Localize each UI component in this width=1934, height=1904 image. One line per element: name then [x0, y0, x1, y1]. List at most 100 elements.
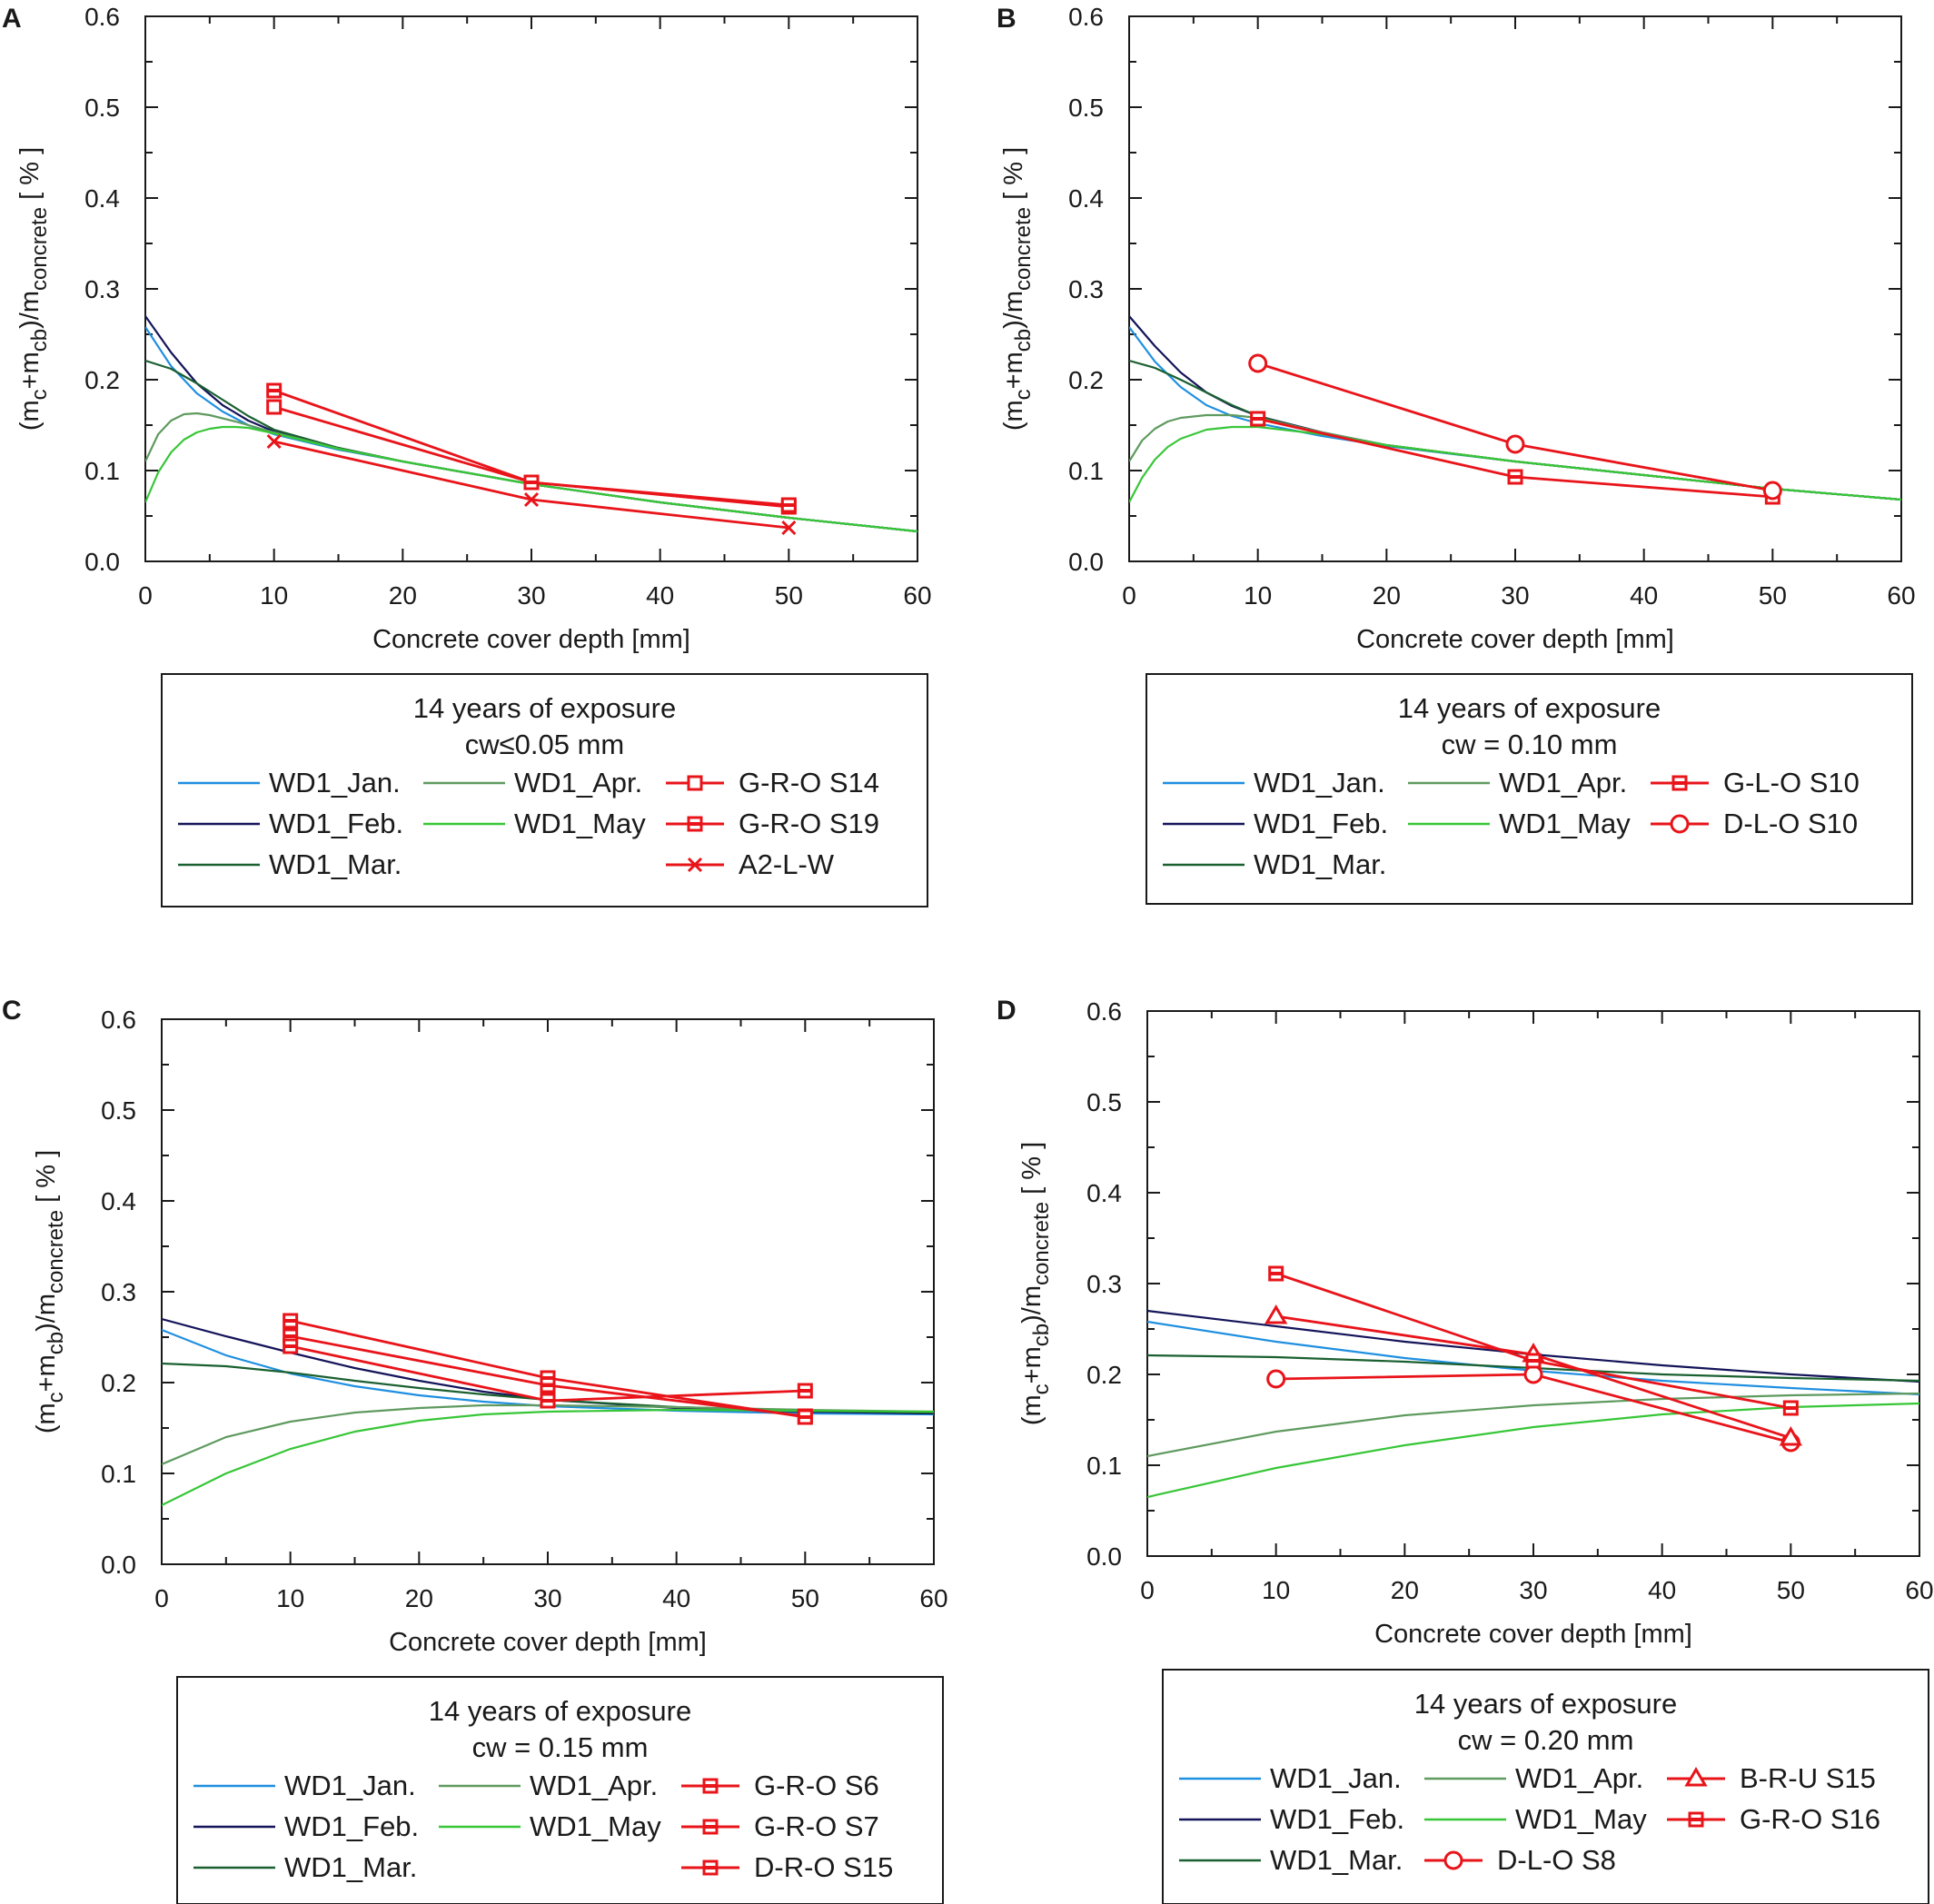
legend: 14 years of exposure cw≤0.05 mm WD1_Jan. WD… — [161, 673, 928, 907]
legend-label: WD1_May — [1499, 808, 1631, 839]
y-axis-label-part: [ % ] — [15, 147, 45, 207]
y-axis-label-subscript: concrete — [44, 1210, 68, 1294]
legend-marker — [687, 775, 703, 791]
y-axis-label-subscript: concrete — [1011, 207, 1036, 291]
legend-item: WD1_Jan. — [1179, 1762, 1402, 1794]
data-point-fill — [798, 1389, 812, 1393]
legend-item: WD1_Mar. — [1179, 1844, 1403, 1876]
data-point-fill — [283, 1319, 297, 1323]
legend-subtitle: cw = 0.15 mm — [472, 1731, 649, 1763]
legend-label: WD1_May — [1515, 1803, 1647, 1835]
legend-frame — [176, 1676, 944, 1904]
legend-item: WD1_Apr. — [1424, 1762, 1643, 1794]
data-point — [1265, 1304, 1288, 1324]
legend-label: B-R-U S15 — [1740, 1762, 1876, 1794]
x-tick-label: 50 — [1777, 1576, 1805, 1604]
y-tick-label: 0.4 — [84, 184, 120, 213]
y-tick-label: 0.0 — [84, 548, 120, 576]
plot-frame — [1146, 1010, 1920, 1557]
y-axis-label-part: +m — [32, 1354, 61, 1392]
legend-item: G-R-O S19 — [666, 808, 879, 839]
legend-title: 14 years of exposure — [1414, 1688, 1678, 1720]
x-tick-label: 10 — [1262, 1576, 1290, 1604]
y-tick-label: 0.3 — [84, 275, 120, 303]
legend-label: G-R-O S7 — [754, 1810, 879, 1842]
series-line-wd1-apr- — [1147, 1392, 1919, 1458]
x-tick-label: 0 — [138, 581, 153, 610]
y-tick-label: 0.4 — [101, 1187, 136, 1215]
series-line-wd1-may — [162, 1408, 934, 1506]
y-tick-label: 0.4 — [1068, 184, 1104, 213]
legend-frame — [1162, 1669, 1929, 1904]
x-tick-label: 50 — [775, 581, 803, 610]
legend-label: WD1_Mar. — [1270, 1844, 1403, 1876]
data-point — [266, 399, 283, 415]
data-point-fill — [541, 1376, 554, 1380]
legend-item: G-R-O S6 — [681, 1770, 879, 1801]
y-tick-label: 0.1 — [1086, 1452, 1122, 1480]
data-point-fill — [283, 1334, 297, 1338]
y-tick-label: 0.2 — [1086, 1361, 1122, 1389]
legend-item: B-R-U S15 — [1667, 1762, 1876, 1794]
y-tick-label: 0.6 — [1068, 3, 1104, 31]
y-tick-label: 0.5 — [101, 1096, 136, 1125]
legend-subtitle: cw = 0.10 mm — [1442, 729, 1618, 760]
legend-label: WD1_May — [514, 808, 646, 839]
y-axis-label-part: )/m — [32, 1294, 61, 1332]
legend-marker — [1670, 814, 1690, 834]
data-point-fill — [1269, 1272, 1283, 1275]
y-axis-label-part: [ % ] — [1017, 1142, 1046, 1202]
legend-item: WD1_Apr. — [423, 767, 642, 798]
y-axis-label: (mc+mcb)/mconcrete [ % ] — [32, 1150, 68, 1433]
data-point — [1505, 434, 1525, 454]
y-tick-label: 0.6 — [101, 1006, 136, 1034]
legend: 14 years of exposure cw = 0.15 mm WD1_Jan.… — [176, 1676, 944, 1904]
data-point-fill — [283, 1344, 297, 1348]
legend-item: G-R-O S7 — [681, 1810, 879, 1842]
legend-marker — [687, 857, 703, 873]
legend-frame — [161, 673, 928, 907]
y-axis-label-subscript: concrete — [27, 207, 52, 291]
y-tick-label: 0.6 — [1086, 997, 1122, 1026]
data-point-fill — [1527, 1359, 1540, 1363]
x-tick-label: 0 — [1122, 581, 1136, 610]
panel-letter: D — [997, 996, 1017, 1026]
y-tick-label: 0.2 — [84, 366, 120, 394]
y-axis-label-part: (m — [999, 400, 1028, 431]
y-axis-label-subscript: c — [1029, 1383, 1054, 1394]
panel-letter: C — [2, 996, 22, 1026]
legend-label: WD1_Jan. — [284, 1770, 416, 1801]
y-tick-label: 0.0 — [101, 1551, 136, 1579]
legend-title: 14 years of exposure — [429, 1695, 692, 1727]
legend-label: D-R-O S15 — [754, 1851, 893, 1883]
data-point — [1266, 1369, 1286, 1389]
legend-item: G-R-O S14 — [666, 767, 879, 798]
legend-title: 14 years of exposure — [413, 692, 677, 724]
legend-label: G-R-O S16 — [1740, 1803, 1880, 1835]
legend-item: WD1_Feb. — [193, 1810, 419, 1842]
legend: 14 years of exposure cw = 0.20 mm WD1_Jan.… — [1162, 1669, 1929, 1904]
legend-marker — [1684, 1767, 1708, 1787]
legend-label: G-R-O S6 — [754, 1770, 879, 1801]
y-axis-label-subscript: cb — [44, 1332, 68, 1354]
x-axis-label: Concrete cover depth [mm] — [389, 1628, 707, 1657]
plot-area — [162, 1317, 934, 1506]
legend-frame — [1146, 673, 1913, 905]
data-point — [1523, 1364, 1543, 1384]
y-tick-label: 0.2 — [101, 1369, 136, 1397]
legend-item: WD1_Jan. — [1163, 767, 1385, 798]
data-point-fill — [1784, 1406, 1798, 1410]
legend-item: WD1_May — [423, 808, 646, 839]
y-tick-label: 0.1 — [101, 1460, 136, 1488]
legend-title: 14 years of exposure — [1398, 692, 1661, 724]
data-point — [1762, 481, 1782, 501]
legend-label: WD1_Apr. — [514, 767, 642, 798]
x-tick-label: 60 — [903, 581, 931, 610]
legend-item: WD1_Feb. — [1163, 808, 1388, 839]
legend-label: WD1_Mar. — [1254, 848, 1386, 880]
legend-item: D-L-O S10 — [1651, 808, 1858, 839]
data-point-fill — [541, 1399, 554, 1403]
legend-label: WD1_May — [530, 1810, 661, 1842]
legend-label: WD1_Mar. — [269, 848, 402, 880]
x-tick-label: 30 — [517, 581, 545, 610]
